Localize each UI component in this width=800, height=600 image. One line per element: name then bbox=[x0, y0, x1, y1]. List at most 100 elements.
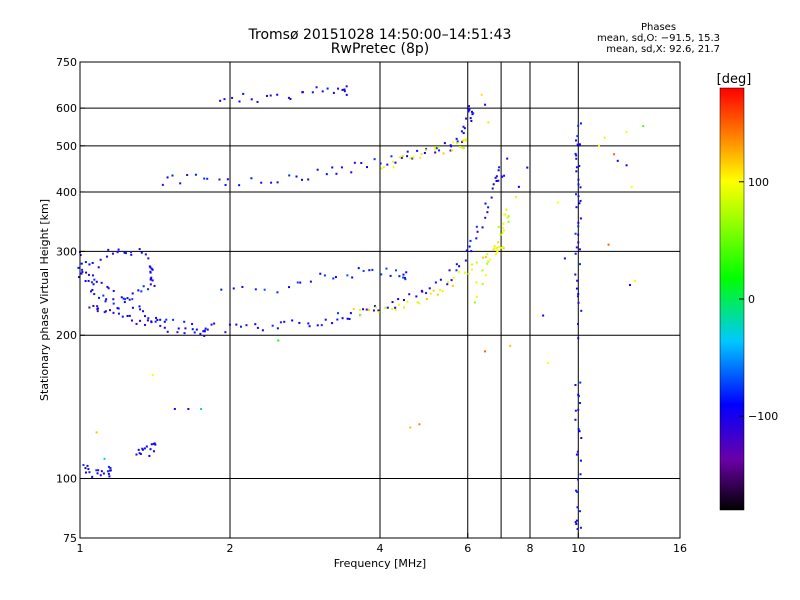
data-point bbox=[254, 288, 257, 291]
data-point bbox=[324, 318, 327, 321]
data-point bbox=[137, 289, 140, 292]
data-point bbox=[411, 157, 414, 160]
data-point bbox=[501, 227, 504, 230]
data-point bbox=[138, 248, 141, 251]
data-point bbox=[141, 447, 144, 450]
data-point bbox=[497, 169, 500, 172]
data-point bbox=[574, 252, 577, 255]
data-point bbox=[409, 157, 412, 160]
data-point bbox=[165, 318, 168, 321]
data-point bbox=[143, 315, 146, 318]
data-point bbox=[220, 288, 223, 291]
y-tick-label: 200 bbox=[56, 329, 77, 342]
data-point bbox=[469, 239, 472, 242]
data-point bbox=[442, 152, 445, 155]
data-point bbox=[84, 280, 87, 283]
data-point bbox=[150, 443, 153, 446]
data-point bbox=[577, 195, 580, 198]
data-point bbox=[578, 202, 581, 205]
data-point bbox=[163, 320, 166, 323]
data-point bbox=[461, 140, 464, 143]
colorbar-ticks: 100 0 −100 bbox=[739, 176, 778, 423]
x-axis: 1 2 4 6 8 10 16 bbox=[77, 533, 687, 555]
data-point bbox=[359, 308, 362, 311]
data-point bbox=[139, 308, 142, 311]
data-point bbox=[577, 178, 580, 181]
data-point bbox=[88, 471, 91, 474]
data-point bbox=[379, 162, 382, 165]
data-point bbox=[98, 296, 101, 299]
data-point bbox=[476, 230, 479, 233]
data-point bbox=[412, 156, 415, 159]
data-point bbox=[204, 327, 207, 330]
data-point bbox=[315, 86, 318, 89]
data-point bbox=[398, 303, 401, 306]
data-point bbox=[153, 442, 156, 445]
data-point bbox=[129, 251, 132, 254]
data-point bbox=[261, 329, 264, 332]
data-point bbox=[579, 217, 582, 220]
data-point bbox=[80, 262, 83, 265]
data-point bbox=[452, 276, 455, 279]
data-point bbox=[77, 266, 80, 269]
data-point bbox=[352, 308, 355, 311]
phase-stats-o: mean, sd,O: −91.5, 15.3 bbox=[597, 33, 720, 44]
data-point bbox=[642, 125, 645, 128]
data-point bbox=[451, 284, 454, 287]
data-point bbox=[357, 267, 360, 270]
data-point bbox=[149, 448, 152, 451]
data-point bbox=[434, 148, 437, 151]
data-point bbox=[575, 287, 578, 290]
data-point bbox=[107, 465, 110, 468]
y-tick-label: 75 bbox=[63, 532, 77, 545]
data-point bbox=[496, 250, 499, 253]
data-point bbox=[577, 124, 580, 127]
data-point bbox=[492, 183, 495, 186]
data-point bbox=[481, 226, 484, 229]
data-point bbox=[316, 324, 319, 327]
data-point bbox=[372, 309, 375, 312]
data-point bbox=[112, 302, 115, 305]
data-point bbox=[138, 305, 141, 308]
data-point bbox=[415, 295, 418, 298]
data-point bbox=[455, 269, 458, 272]
data-point bbox=[140, 290, 143, 293]
data-point bbox=[575, 453, 578, 456]
data-point bbox=[141, 448, 144, 451]
data-point bbox=[123, 251, 126, 254]
data-point bbox=[464, 271, 467, 274]
data-point bbox=[224, 183, 227, 186]
data-point bbox=[179, 182, 182, 185]
data-point bbox=[82, 464, 85, 467]
data-point bbox=[408, 293, 411, 296]
data-point bbox=[419, 156, 422, 159]
data-point bbox=[491, 187, 494, 190]
data-point bbox=[425, 298, 428, 301]
data-point bbox=[277, 339, 280, 342]
data-point bbox=[497, 225, 500, 228]
data-point bbox=[287, 96, 290, 99]
data-point bbox=[506, 216, 509, 219]
data-point bbox=[203, 334, 206, 337]
data-point bbox=[124, 252, 127, 255]
data-point bbox=[148, 265, 151, 268]
data-point bbox=[469, 117, 472, 120]
data-point bbox=[307, 322, 310, 325]
data-point bbox=[471, 263, 474, 266]
data-point bbox=[578, 143, 581, 146]
data-point bbox=[515, 196, 518, 199]
data-point bbox=[577, 295, 580, 298]
data-point bbox=[195, 328, 198, 331]
data-point bbox=[88, 306, 91, 309]
data-point bbox=[386, 306, 389, 309]
data-point bbox=[507, 215, 510, 218]
data-point bbox=[577, 241, 580, 244]
data-point bbox=[402, 299, 405, 302]
data-point bbox=[210, 323, 213, 326]
data-point bbox=[126, 314, 129, 317]
data-point bbox=[97, 266, 100, 269]
data-point bbox=[455, 263, 458, 266]
data-point bbox=[394, 308, 397, 311]
data-point bbox=[283, 320, 286, 323]
data-point bbox=[203, 177, 206, 180]
